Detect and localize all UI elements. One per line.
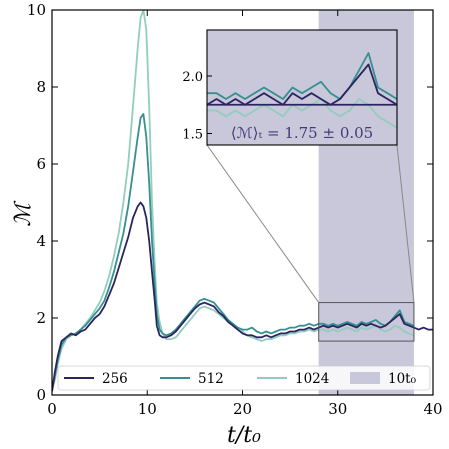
legend-label-256: 256 <box>102 371 128 387</box>
y-tick-label: 6 <box>36 155 46 173</box>
y-tick-label: 10 <box>27 1 46 19</box>
x-tick-label: 0 <box>47 400 57 418</box>
y-tick-label: 2 <box>36 309 46 327</box>
x-axis-label: t/t₀ <box>227 423 261 448</box>
legend-label-512: 512 <box>198 371 224 387</box>
legend: 256 512 1024 10t₀ <box>57 365 431 391</box>
series-line-1024 <box>52 10 415 392</box>
x-tick-label: 20 <box>233 400 252 418</box>
inset-zoom-box <box>318 302 415 342</box>
series-layer <box>52 10 433 392</box>
legend-swatch-shaded <box>350 372 380 384</box>
series-line-512 <box>52 113 415 392</box>
inset-connector-right <box>396 144 415 303</box>
inset-frame <box>206 29 398 146</box>
inset-axis-ticks: 1.5 2.0 <box>182 70 212 143</box>
inset-connector-left <box>206 144 320 303</box>
y-axis-label: ℳ <box>11 200 36 227</box>
y-tick-label: 8 <box>36 78 46 96</box>
inset-y-tick-label: 1.5 <box>182 128 203 143</box>
axis-ticks: 0 10 20 30 40 0 2 4 6 8 10 <box>27 1 443 418</box>
inset-series-line-512 <box>207 52 397 100</box>
legend-label-1024: 1024 <box>295 371 329 387</box>
series-line-256 <box>52 201 433 392</box>
legend-box <box>57 365 431 391</box>
y-tick-label: 4 <box>36 232 46 250</box>
x-tick-label: 10 <box>138 400 157 418</box>
inset-shaded-region <box>207 30 397 145</box>
inset-plot: ⟨ℳ⟩ₜ = 1.75 ± 0.05 1.5 2.0 <box>182 29 398 146</box>
x-tick-label: 30 <box>328 400 347 418</box>
legend-label-shaded: 10t₀ <box>388 371 417 387</box>
inset-y-tick-label: 2.0 <box>182 70 203 85</box>
inset-annotation: ⟨ℳ⟩ₜ = 1.75 ± 0.05 <box>231 124 373 142</box>
y-tick-label: 0 <box>36 386 46 404</box>
x-tick-label: 40 <box>423 400 442 418</box>
